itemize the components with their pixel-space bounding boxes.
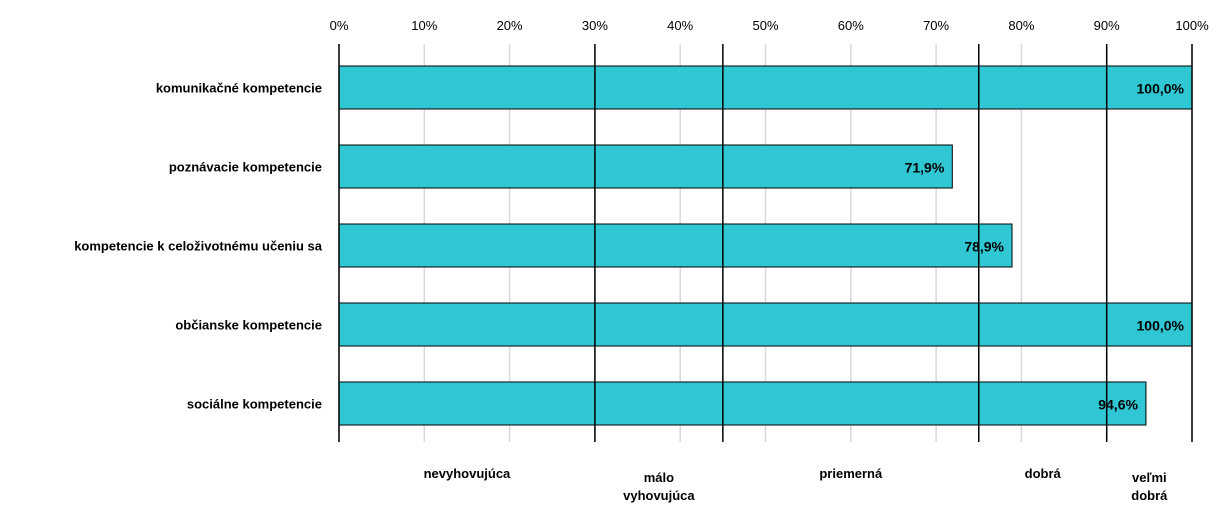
- data-label: 71,9%: [905, 160, 945, 176]
- x-tick-label: 70%: [923, 18, 949, 33]
- band-label: málo: [644, 470, 674, 485]
- band-label: nevyhovujúca: [424, 466, 511, 481]
- x-tick-label: 60%: [838, 18, 864, 33]
- x-tick-label: 0%: [330, 18, 349, 33]
- bar: [338, 65, 1193, 110]
- band-label: veľmi: [1132, 470, 1167, 485]
- data-label: 100,0%: [1137, 81, 1185, 97]
- x-tick-label: 80%: [1008, 18, 1034, 33]
- band-label: dobrá: [1131, 488, 1168, 503]
- x-tick-label: 40%: [667, 18, 693, 33]
- x-tick-label: 50%: [752, 18, 778, 33]
- x-tick-label: 20%: [497, 18, 523, 33]
- band-label: dobrá: [1025, 466, 1062, 481]
- x-tick-label: 90%: [1094, 18, 1120, 33]
- category-label: občianske kompetencie: [175, 318, 322, 333]
- bar: [338, 223, 1013, 268]
- category-label: kompetencie k celoživotnému učeniu sa: [74, 239, 323, 254]
- x-tick-label: 10%: [411, 18, 437, 33]
- category-label: komunikačné kompetencie: [156, 81, 322, 96]
- category-label: poznávacie kompetencie: [169, 160, 322, 175]
- category-label: sociálne kompetencie: [187, 397, 322, 412]
- bar: [338, 381, 1147, 426]
- x-tick-label: 30%: [582, 18, 608, 33]
- data-label: 100,0%: [1137, 318, 1185, 334]
- bar: [338, 144, 953, 189]
- x-tick-label: 100%: [1175, 18, 1209, 33]
- bar: [338, 302, 1193, 347]
- data-label: 78,9%: [964, 239, 1004, 255]
- band-label: priemerná: [819, 466, 883, 481]
- band-label: vyhovujúca: [623, 488, 695, 503]
- data-label: 94,6%: [1098, 397, 1138, 413]
